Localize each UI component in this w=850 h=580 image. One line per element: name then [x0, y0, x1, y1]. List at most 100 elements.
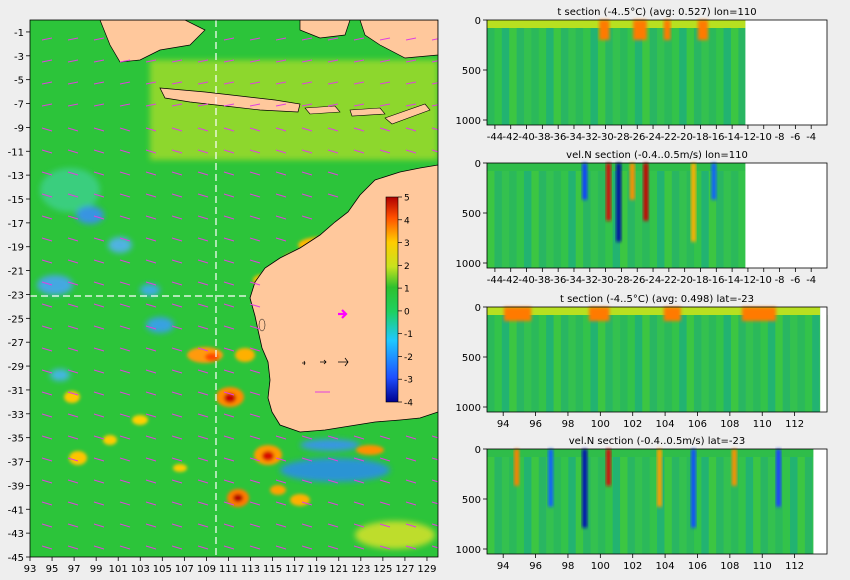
wind-arrow: [93, 413, 105, 418]
wind-arrow: [93, 347, 105, 352]
section-streak: [723, 315, 732, 412]
section-streak: [723, 171, 732, 268]
section-streak: [679, 28, 688, 125]
wind-arrow: [431, 82, 438, 85]
section-frame: [486, 306, 828, 413]
section-streak: [686, 457, 695, 554]
section-streak: [523, 457, 532, 554]
wind-arrow: [145, 545, 157, 550]
warm-core: [599, 20, 610, 40]
section-streak: [738, 171, 747, 268]
section-streak: [568, 171, 577, 268]
section-streak: [804, 457, 813, 554]
section-panel: t section (-4..5°C) (avg: 0.527) lon=110…: [456, 7, 828, 143]
wind-arrow: [223, 391, 235, 396]
section-x-tick-label: 94: [497, 561, 510, 572]
wind-arrow: [405, 501, 417, 506]
wind-arrow: [93, 457, 105, 462]
section-x-tick-label: -10: [756, 275, 772, 286]
velocity-streak: [582, 449, 588, 528]
section-streak: [767, 457, 776, 554]
section-x-tick-label: -16: [708, 132, 724, 143]
section-streak: [775, 315, 784, 412]
section-streak: [597, 28, 606, 125]
wind-arrow: [67, 325, 79, 330]
section-x-tick-label: 96: [529, 419, 542, 430]
wind-arrow: [431, 60, 438, 63]
section-streak: [501, 28, 510, 125]
colorbar-tick-label: 5: [404, 194, 410, 204]
wind-arrow: [197, 545, 209, 550]
wind-arrow: [67, 391, 79, 396]
wind-arrow: [119, 545, 131, 550]
section-streak: [738, 457, 747, 554]
section-streak: [553, 28, 562, 125]
wind-arrow: [249, 325, 261, 330]
section-streak: [730, 457, 739, 554]
section-streak: [649, 171, 658, 268]
wind-arrow: [249, 369, 261, 374]
wind-arrow: [119, 369, 131, 374]
wind-arrow: [405, 37, 417, 41]
section-streak: [649, 315, 658, 412]
wind-arrow: [197, 457, 209, 462]
wind-arrow: [67, 59, 79, 63]
section-streak: [657, 315, 665, 412]
wind-arrow: [145, 59, 157, 63]
section-streak: [538, 171, 547, 268]
section-streak: [501, 315, 510, 412]
wind-arrow: [67, 127, 79, 132]
section-streak: [679, 315, 688, 412]
wind-arrow: [145, 457, 157, 462]
map-y-tick-label: -11: [8, 147, 24, 158]
wind-arrow: [93, 149, 105, 154]
wind-arrow: [249, 59, 261, 63]
section-x-tick-label: -44: [487, 275, 503, 286]
wind-arrow: [145, 523, 157, 528]
wind-arrow: [431, 149, 438, 153]
section-streak: [664, 315, 673, 412]
wind-arrow: [275, 81, 287, 85]
wind-arrow: [119, 501, 131, 506]
section-y-tick-label: 0: [475, 303, 481, 314]
wind-arrow: [119, 391, 131, 396]
wind-arrow: [405, 59, 417, 63]
section-streak: [620, 171, 628, 268]
wind-arrow: [249, 149, 261, 154]
wind-arrow: [301, 193, 313, 198]
section-streak: [560, 315, 569, 412]
wind-arrow: [301, 435, 313, 440]
wind-arrow: [145, 303, 157, 308]
wind-arrow: [41, 215, 53, 220]
section-streak: [575, 315, 584, 412]
wind-arrow: [301, 545, 313, 550]
wind-arrow: [67, 523, 79, 528]
wind-arrow: [145, 435, 157, 440]
section-streak: [605, 457, 614, 554]
map-x-tick-label: 119: [307, 564, 326, 575]
wind-arrow: [171, 259, 183, 264]
map-x-tick-label: 111: [219, 564, 238, 575]
section-streak: [516, 28, 525, 125]
wind-arrow: [405, 523, 417, 528]
section-streak: [686, 171, 695, 268]
warm-core: [504, 307, 532, 321]
section-frame: [486, 162, 828, 269]
section-streak: [568, 457, 577, 554]
section-x-tick-label: 110: [753, 561, 772, 572]
wind-arrow: [145, 171, 157, 176]
section-y-tick-label: 0: [475, 16, 481, 27]
colorbar-tick-label: -1: [404, 330, 413, 340]
section-streak: [509, 315, 518, 412]
section-x-tick-label: -14: [724, 132, 740, 143]
section-streak: [767, 315, 776, 412]
wind-arrow: [223, 215, 235, 220]
wind-arrow: [197, 325, 209, 330]
wind-arrow: [249, 103, 261, 107]
section-y-tick-label: 0: [475, 159, 481, 170]
section-streak: [546, 315, 555, 412]
wind-arrow: [223, 303, 235, 308]
section-streak: [516, 315, 525, 412]
section-streak: [590, 171, 599, 268]
surface-layer: [487, 307, 821, 315]
